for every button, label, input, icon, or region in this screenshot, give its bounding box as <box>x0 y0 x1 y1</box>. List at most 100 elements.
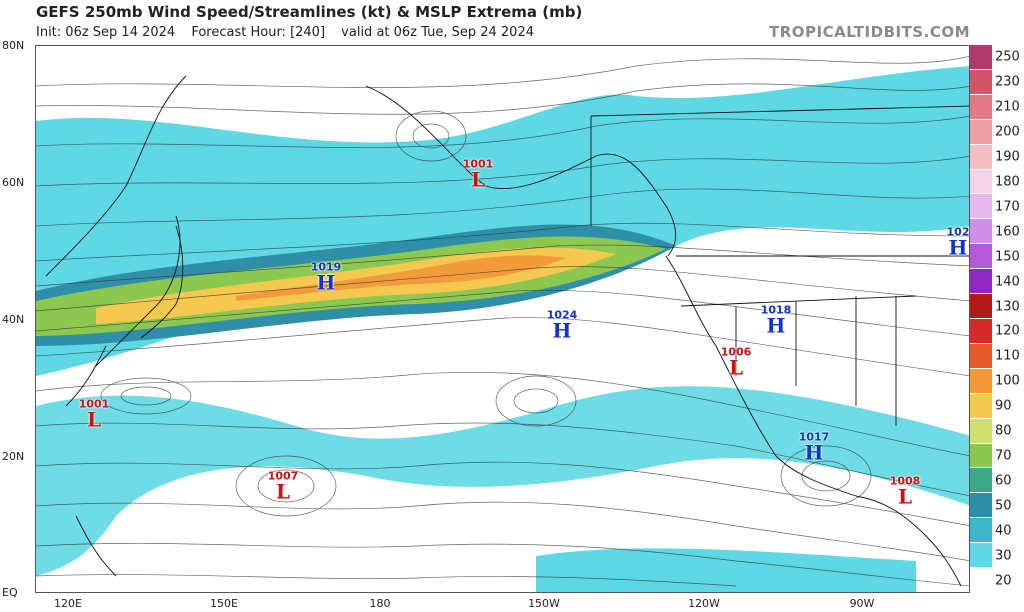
low-pressure-marker: 1006 L <box>721 347 752 378</box>
colorbar-swatch <box>970 244 992 270</box>
pressure-value: 1017 <box>798 430 830 444</box>
colorbar-label: 180 <box>995 174 1020 190</box>
lon-label-90w: 90W <box>849 597 875 610</box>
pressure-value: 1006 <box>720 345 752 359</box>
colorbar-swatch <box>970 518 992 544</box>
colorbar-label: 110 <box>995 348 1020 364</box>
low-symbol: L <box>897 484 913 509</box>
colorbar-swatch <box>970 119 992 145</box>
low-pressure-marker: 1001 L <box>79 399 110 430</box>
colorbar-label: 120 <box>995 323 1020 339</box>
colorbar-label: 210 <box>995 99 1020 115</box>
forecast-hour: Forecast Hour: [240] <box>191 25 326 40</box>
colorbar-label: 40 <box>995 523 1012 539</box>
lat-label-20n: 20N <box>2 450 25 463</box>
colorbar-label: 140 <box>995 274 1020 290</box>
colorbar-label: 20 <box>995 573 1012 589</box>
colorbar-label: 170 <box>995 199 1020 215</box>
lat-label-80n: 80N <box>2 39 25 52</box>
lon-label-120w: 120W <box>688 597 720 610</box>
wind-band-south <box>536 548 916 592</box>
high-pressure-marker: 1019 H <box>311 262 342 293</box>
low-symbol: L <box>86 407 102 432</box>
low-symbol: L <box>275 479 291 504</box>
pressure-value: 1024 <box>546 308 578 322</box>
brand-watermark: TROPICALTIDBITS.COM <box>769 23 970 41</box>
coastlines <box>45 75 969 587</box>
colorbar-swatch <box>970 343 992 369</box>
map-subtitle: Init: 06z Sep 14 2024 Forecast Hour: [24… <box>36 25 546 40</box>
colorbar-label: 130 <box>995 299 1020 315</box>
colorbar-swatch <box>970 69 992 95</box>
colorbar <box>970 45 992 593</box>
pressure-value: 1001 <box>78 397 110 411</box>
streamlines <box>36 56 969 587</box>
colorbar-swatch <box>970 443 992 469</box>
pressure-value: 1007 <box>267 469 299 483</box>
lon-label-150w: 150W <box>528 597 560 610</box>
colorbar-label: 200 <box>995 124 1020 140</box>
colorbar-label: 150 <box>995 249 1020 265</box>
colorbar-swatch <box>970 318 992 344</box>
lon-label-120e: 120E <box>54 597 82 610</box>
coast-asia <box>45 75 187 577</box>
map-title: GEFS 250mb Wind Speed/Streamlines (kt) &… <box>36 3 583 21</box>
colorbar-label: 30 <box>995 548 1012 564</box>
wind-field <box>36 56 969 592</box>
colorbar-swatch <box>970 294 992 319</box>
coast-alaska <box>365 85 677 257</box>
lat-label-60n: 60N <box>2 176 25 189</box>
colorbar-swatch <box>970 393 992 419</box>
low-pressure-marker: 1008 L <box>890 476 921 507</box>
pressure-value: 102 <box>946 225 970 239</box>
lat-label-eq: EQ <box>2 586 18 599</box>
colorbar-label: 190 <box>995 149 1020 165</box>
colorbar-label: 80 <box>995 423 1012 439</box>
colorbar-swatch <box>970 94 992 120</box>
high-symbol: H <box>316 270 336 295</box>
colorbar-swatch <box>970 568 992 593</box>
high-symbol: H <box>948 235 968 260</box>
colorbar-label: 50 <box>995 498 1012 514</box>
coast-canada <box>590 105 969 257</box>
valid-time: valid at 06z Tue, Sep 24 2024 <box>341 25 534 40</box>
colorbar-label: 100 <box>995 373 1020 389</box>
low-symbol: L <box>728 355 744 380</box>
colorbar-label: 60 <box>995 473 1012 489</box>
high-pressure-marker: 1017 H <box>799 432 830 463</box>
lon-label-150e: 150E <box>210 597 238 610</box>
colorbar-swatch <box>970 468 992 494</box>
colorbar-label: 70 <box>995 448 1012 464</box>
pressure-value: 1018 <box>760 303 792 317</box>
high-symbol: H <box>766 313 786 338</box>
colorbar-label: 250 <box>995 49 1020 65</box>
colorbar-swatch <box>970 543 992 569</box>
colorbar-labels: 250 230 210 200 190 180 170 160 150 140 130 120 110 1… <box>995 45 1024 593</box>
high-pressure-marker: 102 H <box>947 227 970 258</box>
pressure-value: 1001 <box>462 157 494 171</box>
pressure-value: 1008 <box>889 474 921 488</box>
colorbar-swatch <box>970 194 992 220</box>
wind-band-tropics <box>36 386 969 576</box>
low-pressure-marker: 1001 L <box>463 159 494 190</box>
low-symbol: L <box>470 167 486 192</box>
high-symbol: H <box>804 440 824 465</box>
colorbar-label: 230 <box>995 74 1020 90</box>
init-time: Init: 06z Sep 14 2024 <box>36 25 176 40</box>
colorbar-label: 160 <box>995 224 1020 240</box>
colorbar-swatch <box>970 169 992 195</box>
high-pressure-marker: 1018 H <box>761 305 792 336</box>
lon-label-180: 180 <box>369 597 391 610</box>
colorbar-swatch <box>970 493 992 519</box>
colorbar-swatch <box>970 144 992 170</box>
us-borders <box>680 295 917 426</box>
colorbar-swatch <box>970 269 992 295</box>
colorbar-label: 90 <box>995 398 1012 414</box>
high-symbol: H <box>552 318 572 343</box>
colorbar-swatch <box>970 45 992 70</box>
high-pressure-marker: 1024 H <box>547 310 578 341</box>
lat-label-40n: 40N <box>2 313 25 326</box>
coast-japan <box>140 225 184 339</box>
map-panel <box>35 45 970 593</box>
colorbar-swatch <box>970 368 992 394</box>
